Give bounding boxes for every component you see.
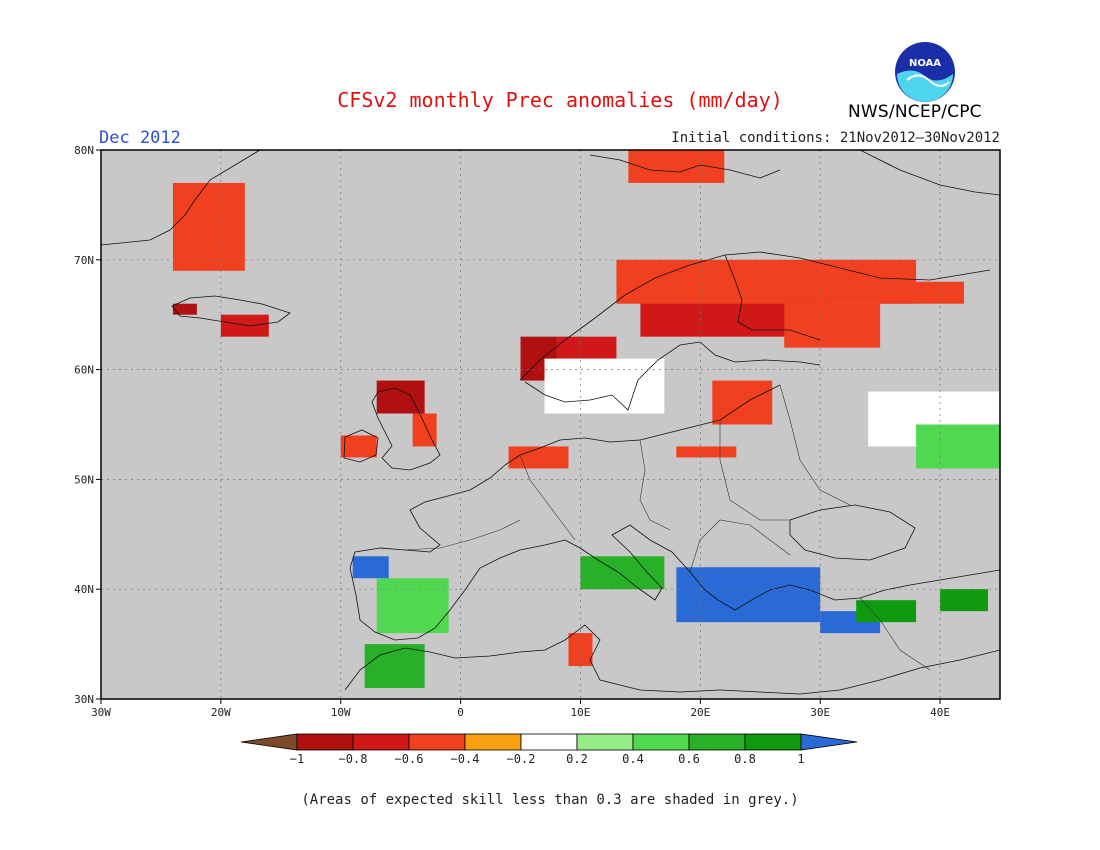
grid-layer bbox=[101, 150, 1000, 699]
anomaly-cell-kola bbox=[832, 281, 965, 304]
ireland-coast bbox=[343, 429, 379, 463]
svalbard-coast bbox=[589, 154, 781, 179]
agency-label: NWS/NCEP/CPC bbox=[848, 102, 982, 122]
colorbar-label: 0.6 bbox=[678, 752, 700, 766]
border-balkans bbox=[689, 519, 791, 573]
colorbar-segment bbox=[520, 733, 578, 751]
lat-label: 50N bbox=[74, 473, 94, 486]
lat-label: 80N bbox=[74, 144, 94, 157]
map-frame bbox=[100, 149, 1001, 700]
colorbar-label: −0.2 bbox=[507, 752, 536, 766]
border-middle-east bbox=[859, 597, 931, 671]
map-background bbox=[101, 150, 1000, 699]
colorbar-segment bbox=[408, 733, 466, 751]
lon-label: 20E bbox=[690, 706, 710, 719]
anomaly-cell-russia-green bbox=[916, 424, 1000, 469]
anomaly-cell-balkans-blue bbox=[676, 567, 821, 623]
iceland-coast bbox=[171, 295, 291, 327]
lat-label: 30N bbox=[74, 693, 94, 706]
lon-label: 40E bbox=[930, 706, 950, 719]
lon-label: 30W bbox=[91, 706, 111, 719]
anomaly-cell-poland bbox=[676, 446, 737, 458]
france-iberia-coast bbox=[349, 464, 566, 641]
anomaly-cell-iceland-south bbox=[220, 314, 269, 337]
skill-note: (Areas of expected skill less than 0.3 a… bbox=[301, 792, 799, 808]
africa-north-coast bbox=[344, 624, 1000, 695]
month-label: Dec 2012 bbox=[99, 128, 181, 148]
latitude-labels: 80N 70N 60N 50N 40N 30N bbox=[74, 144, 101, 706]
logo-bird bbox=[906, 74, 950, 87]
anomaly-cell-morocco bbox=[364, 644, 425, 689]
lon-label: 10E bbox=[571, 706, 591, 719]
colorbar-segment bbox=[296, 733, 354, 751]
anomaly-cell-baltic bbox=[712, 380, 773, 425]
chart-title: CFSv2 monthly Prec anomalies (mm/day) bbox=[337, 88, 783, 112]
anomaly-cell-ireland bbox=[340, 435, 377, 458]
colorbar-label: 1 bbox=[797, 752, 804, 766]
border-poland-ukraine bbox=[719, 420, 790, 521]
mediterranean-north-coast bbox=[564, 524, 1000, 611]
colorbar-label: 0.4 bbox=[622, 752, 644, 766]
anomaly-cell-anatolia-green bbox=[856, 600, 917, 623]
anomaly-cell-east-turkey bbox=[940, 589, 989, 612]
colorbar-label: 0.2 bbox=[566, 752, 588, 766]
colorbar-segment bbox=[464, 733, 522, 751]
britain-coast bbox=[371, 387, 441, 471]
colorbar-label: −0.4 bbox=[451, 752, 480, 766]
colorbar-label: 0.8 bbox=[734, 752, 756, 766]
colorbar-segment bbox=[632, 733, 690, 751]
anomaly-cell-italy bbox=[580, 556, 665, 590]
border-germany-poland bbox=[639, 439, 671, 531]
border-france-germany bbox=[519, 454, 576, 541]
colorbar-label: −0.8 bbox=[339, 752, 368, 766]
anomaly-cell-iberia-blue bbox=[352, 556, 389, 579]
gulf-bothnia-coast bbox=[724, 254, 821, 341]
anomaly-cell-benelux bbox=[508, 446, 569, 469]
anomaly-cell-finland-east bbox=[784, 303, 881, 348]
border-baltic-russia bbox=[779, 384, 851, 506]
black-sea-coast bbox=[789, 504, 916, 561]
anomaly-layer bbox=[172, 150, 1000, 689]
lat-label: 70N bbox=[74, 254, 94, 267]
logo-text: NOAA bbox=[909, 58, 941, 69]
greenland-coast bbox=[101, 150, 261, 246]
colorbar-label: −0.6 bbox=[395, 752, 424, 766]
colorbar-label: −1 bbox=[290, 752, 304, 766]
lon-label: 30E bbox=[810, 706, 830, 719]
border-spain-france bbox=[404, 519, 521, 551]
lat-label: 60N bbox=[74, 364, 94, 377]
north-sea-coast bbox=[504, 384, 781, 466]
anomaly-cell-norway-central bbox=[556, 336, 617, 359]
noaa-logo: NOAA bbox=[895, 42, 955, 102]
anomaly-cell-greenland-east bbox=[172, 182, 245, 271]
initial-conditions-label: Initial conditions: 21Nov2012–30Nov2012 bbox=[671, 130, 1000, 146]
border-layer bbox=[404, 384, 931, 671]
anomaly-cell-iceland-west bbox=[172, 303, 197, 315]
anomaly-cell-iberia-green bbox=[376, 578, 449, 634]
lon-label: 10W bbox=[331, 706, 351, 719]
colorbar: −1 −0.8 −0.6 −0.4 −0.2 0.2 0.4 0.6 0.8 1 bbox=[240, 733, 858, 766]
novaya-zemlya-coast bbox=[859, 150, 1000, 196]
colorbar-low-arrow bbox=[240, 733, 298, 751]
lon-label: 20W bbox=[211, 706, 231, 719]
baltic-coast bbox=[524, 341, 821, 411]
colorbar-segment bbox=[744, 733, 802, 751]
lon-label: 0 bbox=[457, 706, 464, 719]
colorbar-high-arrow bbox=[800, 733, 858, 751]
colorbar-segment bbox=[688, 733, 746, 751]
lat-label: 40N bbox=[74, 583, 94, 596]
colorbar-segment bbox=[576, 733, 634, 751]
anomaly-cell-scandinavia-south bbox=[544, 358, 665, 414]
longitude-labels: 30W 20W 10W 0 10E 20E 30E 40E bbox=[91, 699, 950, 719]
anomaly-cell-britain-east bbox=[412, 413, 437, 447]
colorbar-segment bbox=[352, 733, 410, 751]
